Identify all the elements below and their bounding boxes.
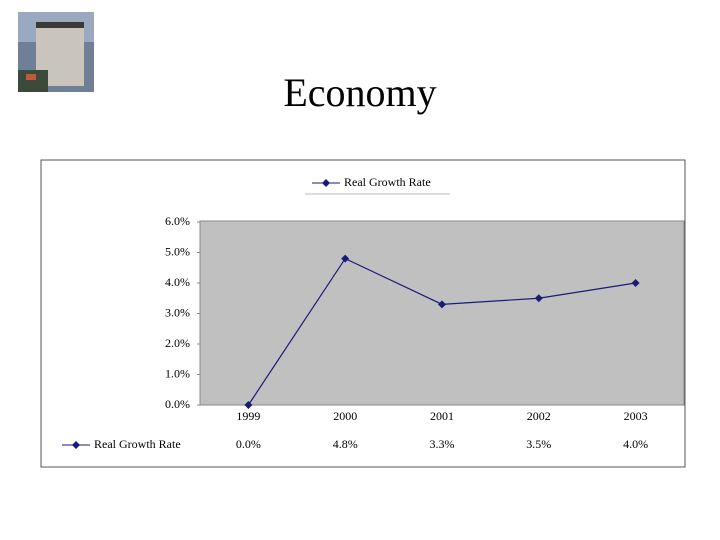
data-point — [341, 254, 350, 263]
data-point — [631, 279, 640, 287]
data-point — [534, 294, 543, 303]
legend-label: Real Growth Rate — [94, 437, 181, 451]
y-tick-label: 2.0% — [165, 336, 190, 350]
table-value: 4.0% — [623, 437, 648, 451]
y-tick-label: 4.0% — [165, 275, 190, 289]
table-value: 0.0% — [236, 437, 261, 451]
x-tick-label: 2000 — [333, 409, 357, 423]
table-value: 4.8% — [333, 437, 358, 451]
x-tick-label: 2001 — [430, 409, 454, 423]
plot-area — [199, 220, 685, 406]
x-tick-label: 2003 — [624, 409, 648, 423]
x-tick-label: 2002 — [527, 409, 551, 423]
y-tick-label: 3.0% — [165, 305, 190, 319]
y-tick-label: 6.0% — [165, 214, 190, 228]
table-value: 3.3% — [430, 437, 455, 451]
photo — [18, 12, 94, 92]
legend-marker — [72, 441, 80, 449]
y-tick-label: 0.0% — [165, 397, 190, 411]
x-tick-label: 1999 — [236, 409, 260, 423]
y-tick-label: 1.0% — [165, 366, 190, 380]
legend-label: Real Growth Rate — [344, 175, 431, 189]
data-point — [244, 401, 253, 409]
legend-marker — [322, 179, 330, 187]
slide-title: Economy — [283, 70, 436, 115]
y-tick-label: 5.0% — [165, 244, 190, 258]
table-value: 3.5% — [526, 437, 551, 451]
data-point — [438, 300, 446, 309]
